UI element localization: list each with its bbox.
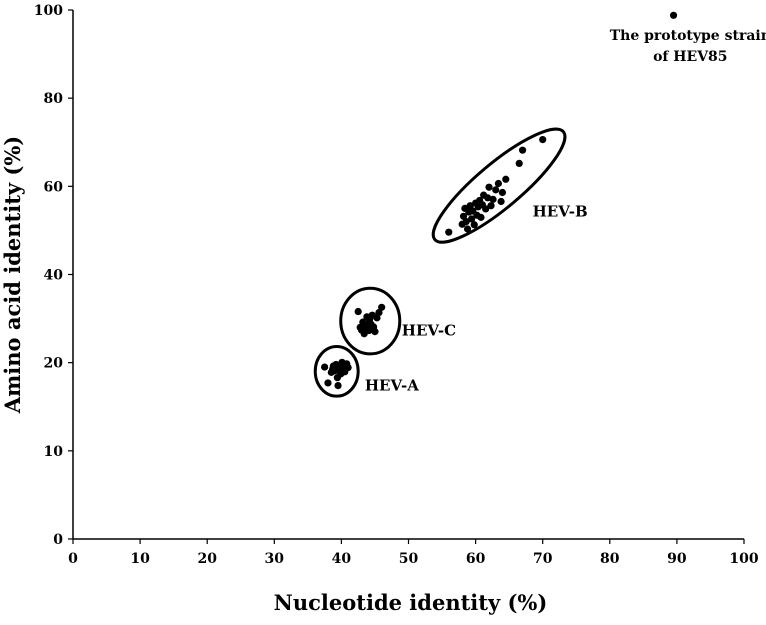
data-point (459, 212, 468, 220)
cluster-label: HEV-B (533, 202, 588, 220)
data-point (669, 11, 678, 19)
data-point (485, 183, 493, 191)
cluster-ellipses (313, 127, 567, 398)
x-tick-label: 90 (667, 551, 687, 567)
data-point (539, 136, 547, 144)
x-axis-title: Nucleotide identity (%) (274, 590, 548, 615)
cluster-label: HEV-C (402, 321, 456, 339)
cluster-ellipse (339, 286, 402, 356)
data-point (467, 215, 476, 223)
data-point (494, 179, 503, 188)
cluster-ellipse (431, 127, 567, 244)
x-tick-label: 70 (533, 551, 553, 567)
data-point (470, 221, 478, 229)
data-point (518, 146, 527, 154)
labels: Nucleotide identity (%) Amino acid identi… (0, 28, 766, 615)
x-tick-label: 30 (265, 551, 285, 567)
data-point (354, 307, 362, 316)
data-point (321, 363, 329, 371)
data-point (489, 195, 497, 203)
data-point (334, 381, 342, 390)
y-tick-label: 40 (44, 268, 64, 284)
data-point (466, 202, 474, 210)
cluster-ellipse (313, 344, 360, 398)
data-point (487, 202, 495, 210)
annotation-text: The prototype strain (610, 28, 766, 44)
y-tick-label: 0 (53, 532, 63, 548)
y-tick-label: 20 (44, 356, 64, 372)
data-point (344, 364, 352, 372)
data-point (515, 159, 523, 168)
data-points (321, 11, 678, 390)
x-tick-label: 50 (399, 551, 419, 567)
x-tick-label: 40 (332, 551, 352, 567)
data-point (378, 303, 386, 311)
data-point (324, 379, 332, 387)
data-point (497, 197, 505, 206)
data-point (365, 326, 373, 335)
ticks: 0 10 20 30 40 50 60 70 80 90 100 0 10 20 40 60 80 100 (34, 3, 759, 567)
x-tick-label: 100 (729, 551, 758, 567)
x-tick-label: 10 (130, 551, 150, 567)
data-point (463, 225, 472, 233)
data-point (492, 186, 500, 194)
data-point (498, 188, 507, 197)
data-point (329, 365, 337, 373)
cluster-label: HEV-A (365, 376, 419, 394)
data-point (371, 328, 379, 336)
data-point (462, 218, 470, 226)
data-point (337, 361, 345, 369)
data-point (482, 205, 490, 213)
y-tick-label: 10 (44, 444, 64, 460)
data-point (445, 228, 453, 236)
y-tick-label: 60 (44, 179, 64, 195)
y-tick-label: 80 (44, 91, 64, 107)
data-point (502, 175, 510, 183)
x-tick-label: 0 (68, 551, 78, 567)
y-axis-title: Amino acid identity (%) (0, 136, 25, 414)
x-tick-label: 60 (466, 551, 486, 567)
x-tick-label: 80 (600, 551, 620, 567)
annotation-text: of HEV85 (653, 49, 727, 65)
y-tick-label: 100 (34, 3, 63, 19)
data-point (477, 213, 485, 221)
data-point (375, 308, 383, 317)
x-tick-label: 20 (197, 551, 217, 567)
